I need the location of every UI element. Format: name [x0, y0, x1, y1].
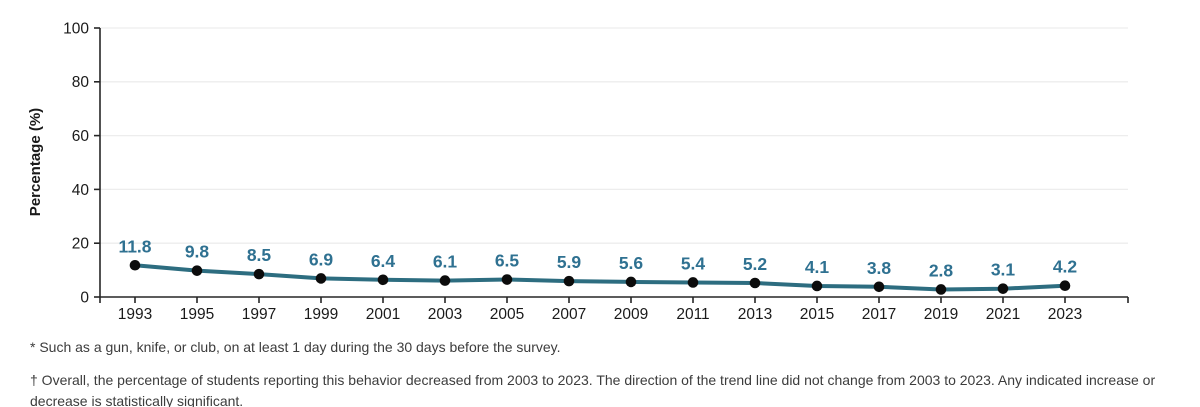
- data-point: [935, 284, 947, 295]
- data-point: [749, 277, 761, 289]
- data-label: 3.8: [867, 258, 892, 278]
- data-point: [997, 283, 1009, 294]
- data-point: [501, 274, 513, 285]
- data-label: 2.8: [929, 260, 954, 280]
- x-tick-label: 1995: [180, 306, 214, 323]
- data-label: 6.9: [309, 249, 334, 269]
- trend-line: [133, 263, 1067, 292]
- data-label: 8.5: [247, 245, 272, 265]
- x-tick-label: 2023: [1048, 306, 1082, 323]
- data-label: 6.4: [371, 251, 396, 271]
- y-tick-label: 80: [72, 74, 90, 91]
- x-tick-label: 2001: [366, 306, 400, 323]
- data-point: [1059, 280, 1071, 292]
- data-label: 4.1: [805, 257, 830, 277]
- footnote-survey-definition: * Such as a gun, knife, or club, on at l…: [30, 339, 561, 355]
- x-tick-label: 2009: [614, 306, 648, 323]
- data-point: [687, 277, 699, 288]
- data-point: [625, 276, 637, 288]
- data-point: [315, 273, 327, 284]
- y-tick-label: 0: [80, 289, 89, 306]
- data-point: [439, 275, 451, 286]
- trend-chart: 0 20 40 60 80 100 1993 1995 1997 1999 2001 2003 2005…: [27, 20, 1129, 323]
- x-tick-label: 2017: [862, 306, 896, 323]
- x-tick-label: 1999: [304, 306, 338, 323]
- footnote-trend-significance: † Overall, the percentage of students re…: [30, 372, 1156, 407]
- x-tick-label: 2015: [800, 306, 834, 323]
- data-label: 5.2: [743, 254, 768, 274]
- data-point: [129, 259, 141, 271]
- y-tick-label: 100: [63, 20, 89, 37]
- data-point: [191, 265, 203, 276]
- y-axis-title: Percentage (%): [27, 108, 44, 216]
- footnotes: * Such as a gun, knife, or club, on at l…: [30, 334, 1160, 407]
- x-tick-label: 1997: [242, 306, 276, 323]
- chart-area: 0 20 40 60 80 100 1993 1995 1997 1999 2001 2003 2005…: [27, 20, 1129, 323]
- data-point: [873, 281, 885, 293]
- x-tick-label: 2011: [676, 306, 709, 323]
- data-point: [253, 268, 265, 280]
- data-label: 6.1: [433, 252, 458, 272]
- data-label: 6.5: [495, 251, 520, 271]
- data-label: 3.1: [991, 260, 1016, 280]
- x-tick-label: 2013: [738, 306, 772, 323]
- data-label: 5.9: [557, 252, 582, 272]
- x-tick-label: 2021: [986, 306, 1020, 323]
- data-label: 5.4: [681, 253, 706, 273]
- data-label: 4.2: [1053, 257, 1078, 277]
- y-tick-label: 60: [72, 128, 90, 145]
- data-point: [377, 274, 389, 286]
- data-point: [563, 275, 575, 287]
- y-tick-label: 40: [72, 182, 90, 199]
- data-label: 5.6: [619, 253, 644, 273]
- x-tick-label: 1993: [118, 306, 152, 323]
- x-tick-label: 2007: [552, 306, 586, 323]
- data-point: [811, 280, 823, 292]
- x-tick-label: 2019: [924, 306, 958, 323]
- x-tick-label: 2005: [490, 306, 524, 323]
- x-tick-label: 2003: [428, 306, 462, 323]
- data-label: 11.8: [118, 236, 151, 256]
- y-tick-label: 20: [72, 236, 90, 253]
- data-label: 9.8: [185, 242, 210, 262]
